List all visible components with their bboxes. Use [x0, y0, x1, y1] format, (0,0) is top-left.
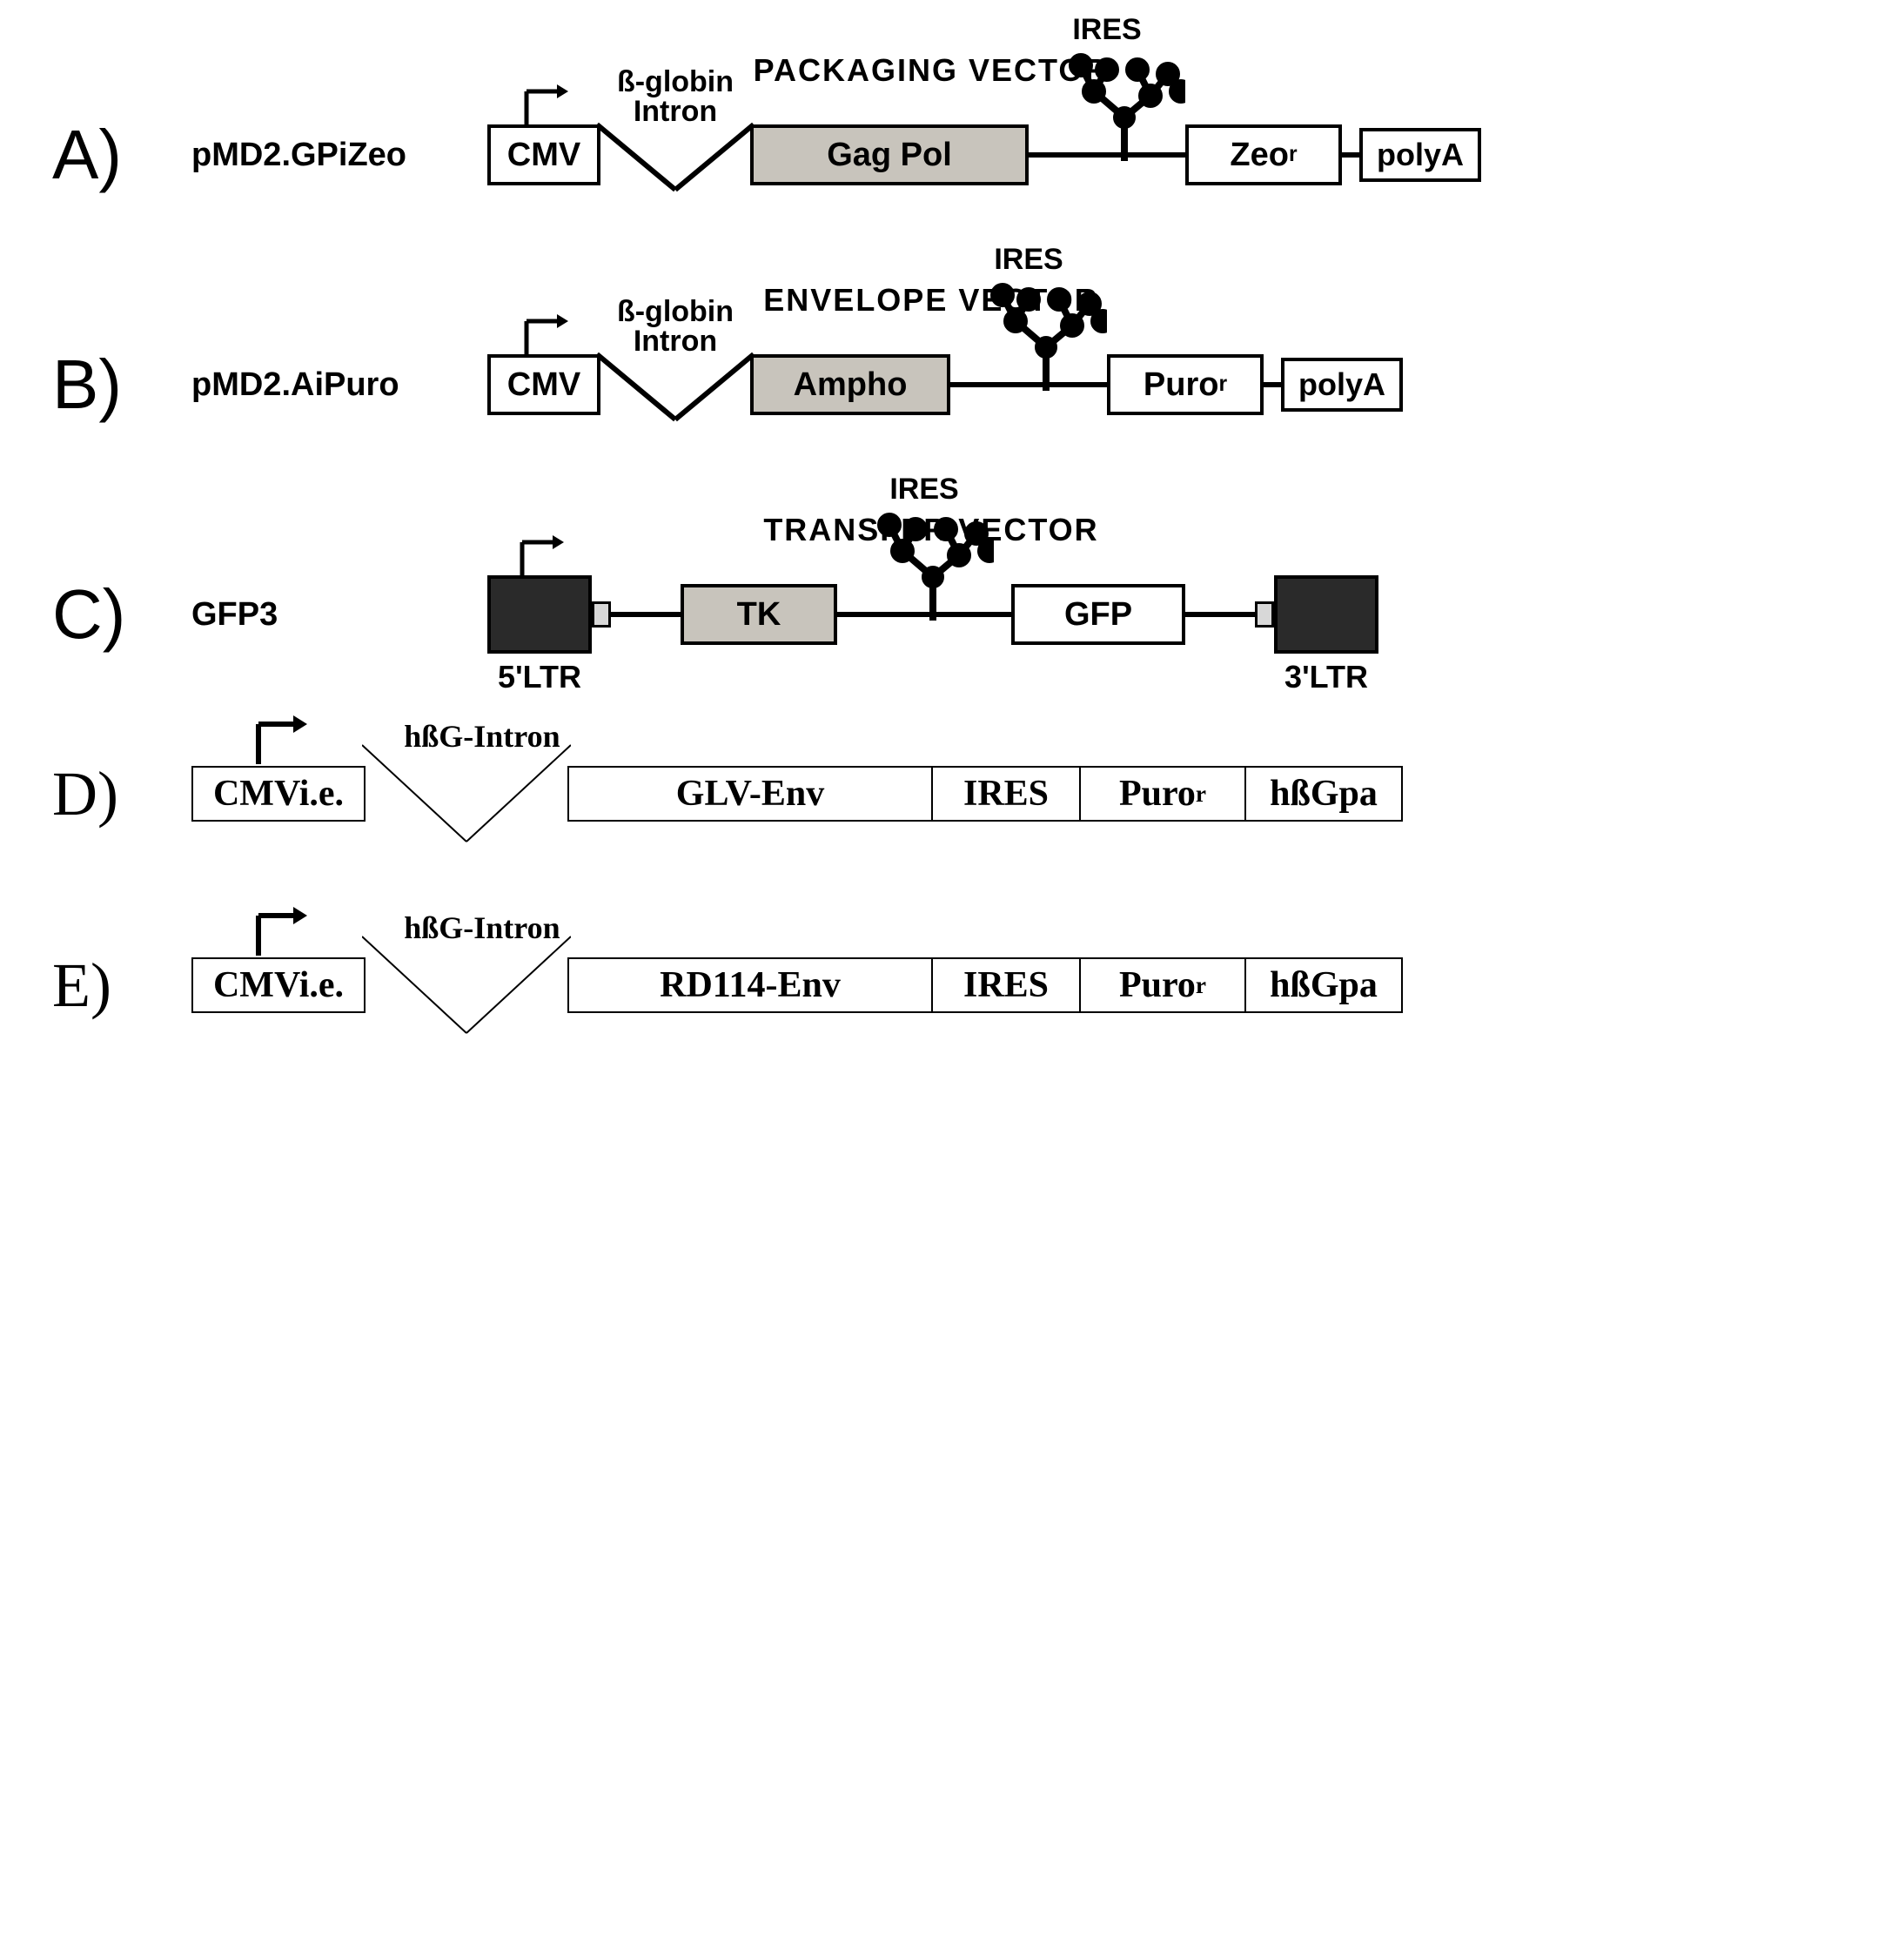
ires-element-b: IRES [950, 382, 1107, 387]
ltr3-box: 3'LTR [1274, 575, 1378, 654]
intron-label: ß-globin Intron [617, 67, 734, 126]
intron-v: ß-globin Intron [597, 116, 754, 194]
contig-e: RD114-Env IRES Puror hßGpa [567, 957, 1403, 1013]
construct-e: CMVi.e. hßG-Intron RD114-Env IRES Puror … [191, 933, 1403, 1037]
hbgpa-box-e: hßGpa [1246, 957, 1403, 1013]
zeo-label: Zeo [1230, 137, 1289, 174]
promoter-arrow-icon [518, 311, 570, 354]
panel-letter-a: A) [17, 115, 191, 195]
construct-c: 5'LTR TK IRES GFP [487, 575, 1378, 654]
panel-letter-e: E) [17, 950, 191, 1022]
rd114-box: RD114-Env [567, 957, 933, 1013]
panel-letter-c: C) [17, 574, 191, 654]
cmv-label: CMV [507, 137, 580, 174]
intron-v-e: hßG-Intron [362, 933, 571, 1037]
puro-box-d: Puror [1081, 766, 1246, 822]
tk-box: TK [681, 584, 837, 645]
panel-letter-b: B) [17, 345, 191, 425]
ires-label: IRES [1072, 13, 1141, 47]
vector-name-b: pMD2.AiPuro [191, 366, 487, 404]
ires-element: IRES [1029, 152, 1185, 158]
polya-box-b: polyA [1281, 358, 1403, 412]
ltr5-box: 5'LTR [487, 575, 592, 654]
ltr5-label: 5'LTR [498, 659, 581, 695]
polya-box: polyA [1359, 128, 1481, 182]
panel-a: A) pMD2.GPiZeo CMV ß-globin Intron Gag P… [17, 115, 1845, 195]
panel-e: E) CMVi.e. hßG-Intron RD114-Env IRES Pur… [17, 933, 1845, 1037]
cmvie-box-d: CMVi.e. [191, 766, 366, 822]
construct-a: CMV ß-globin Intron Gag Pol IRES [487, 116, 1481, 194]
cmv-box: CMV [487, 124, 600, 185]
construct-b: CMV ß-globin Intron Ampho IRES [487, 346, 1403, 424]
puro-box: Puror [1107, 354, 1264, 415]
panel-c: C) GFP3 5'LTR TK IRES [17, 574, 1845, 654]
section-title-packaging: PACKAGING VECTOR [17, 52, 1845, 89]
promoter-arrow-icon [513, 532, 566, 575]
ires-icon [985, 278, 1107, 391]
vector-name-c: GFP3 [191, 596, 487, 634]
ires-box-e: IRES [933, 957, 1081, 1013]
zeo-box: Zeor [1185, 124, 1342, 185]
panel-b: B) pMD2.AiPuro CMV ß-globin Intron Ampho… [17, 345, 1845, 425]
gagpol-box: Gag Pol [750, 124, 1029, 185]
ires-element-c: IRES [837, 612, 1011, 617]
ires-box-d: IRES [933, 766, 1081, 822]
ires-icon [1063, 48, 1185, 161]
promoter-arrow-icon [248, 903, 309, 956]
promoter-arrow-icon [518, 81, 570, 124]
panel-letter-d: D) [17, 758, 191, 830]
construct-d: CMVi.e. hßG-Intron GLV-Env IRES Puror hß… [191, 742, 1403, 846]
cmvie-box-e: CMVi.e. [191, 957, 366, 1013]
hbgpa-box-d: hßGpa [1246, 766, 1403, 822]
ltr3-label: 3'LTR [1284, 659, 1368, 695]
puro-box-e: Puror [1081, 957, 1246, 1013]
section-title-envelope: ENVELOPE VECTOR [17, 282, 1845, 319]
ampho-box: Ampho [750, 354, 950, 415]
intron-v-d: hßG-Intron [362, 742, 571, 846]
ires-icon [872, 507, 994, 621]
promoter-arrow-icon [248, 712, 309, 764]
intron-v-b: ß-globin Intron [597, 346, 754, 424]
cmv-box-b: CMV [487, 354, 600, 415]
vector-name-a: pMD2.GPiZeo [191, 137, 487, 174]
gagpol-label: Gag Pol [827, 137, 952, 174]
polya-label: polyA [1377, 137, 1464, 173]
glv-box: GLV-Env [567, 766, 933, 822]
panel-d: D) CMVi.e. hßG-Intron GLV-Env IRES Puror… [17, 742, 1845, 846]
gfp-box: GFP [1011, 584, 1185, 645]
contig-d: GLV-Env IRES Puror hßGpa [567, 766, 1403, 822]
